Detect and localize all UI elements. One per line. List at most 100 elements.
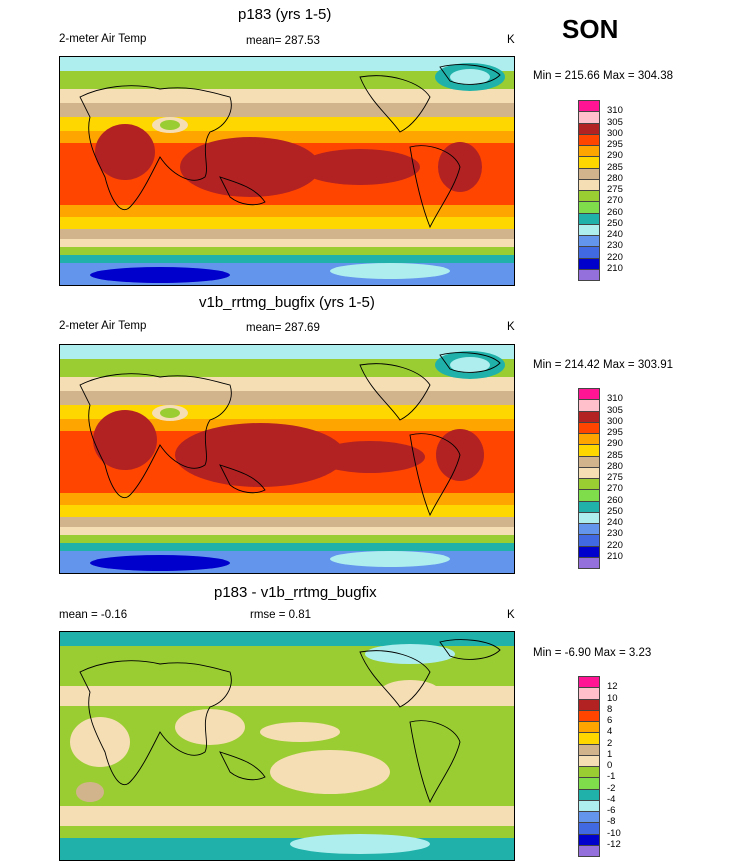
coast-north-america — [359, 363, 431, 421]
band-mid-north-2 — [60, 391, 514, 405]
band-southern-ocean — [60, 535, 514, 543]
band-arctic-diff — [60, 632, 514, 646]
band-mid-north — [60, 377, 514, 391]
panel3-mean: mean = -0.16 — [59, 609, 128, 621]
panel3-colorbar: 12 10 8 6 4 2 1 0 -1 -2 -4 -6 -8 -10 -12 — [578, 676, 698, 857]
panel2-variable: 2-meter Air Temp — [59, 320, 147, 332]
colorbar-tick-label: 10 — [607, 692, 618, 704]
panel1-map-svg — [60, 57, 514, 285]
colorbar-tick-label: 250 — [607, 505, 623, 517]
band-subtrop-south — [60, 217, 514, 229]
coastlines — [79, 64, 501, 229]
warm-pool-central — [315, 441, 425, 473]
colorbar-tick-label: 270 — [607, 483, 623, 495]
antarctic-west — [330, 551, 450, 567]
panel1-mean: mean= 287.53 — [246, 35, 320, 47]
colorbar-tick-label: 290 — [607, 150, 623, 162]
colorbar-tick-label: 240 — [607, 229, 623, 240]
diff-blob-5 — [380, 680, 440, 704]
colorbar-tick-label: 220 — [607, 539, 623, 551]
band-arctic — [60, 345, 514, 359]
colorbar-tick-label: 6 — [607, 715, 613, 726]
antarctic-cold-east — [90, 267, 230, 283]
band-southern-ocean — [60, 247, 514, 255]
panel1-title: p183 (yrs 1-5) — [238, 6, 332, 23]
greenland-core — [450, 69, 490, 85]
band-subtrop-diff — [60, 686, 514, 706]
panel2-minmax: Min = 214.42 Max = 303.91 — [533, 359, 674, 371]
colorbar-tick-label: 240 — [607, 517, 623, 528]
diff-blob-2 — [175, 709, 245, 745]
colorbar-tick-label: 4 — [607, 726, 613, 738]
colorbar-tick-label: 220 — [607, 251, 623, 263]
warm-pool-west — [175, 423, 345, 487]
panel2-mean: mean= 287.69 — [246, 322, 320, 334]
coast-north-america — [359, 75, 431, 133]
colorbar-tick-label: -1 — [607, 771, 616, 783]
colorbar-tick-label: 280 — [607, 460, 623, 472]
band-high-north — [60, 71, 514, 89]
colorbar-tick-label: 260 — [607, 494, 623, 506]
band-mid-south-2 — [60, 239, 514, 247]
colorbar-tick-label: -6 — [607, 805, 616, 816]
coast-south-america — [409, 433, 461, 517]
panel3-title: p183 - v1b_rrtmg_bugfix — [214, 584, 377, 601]
band-subtrop-south — [60, 505, 514, 517]
panel2-title: v1b_rrtmg_bugfix (yrs 1-5) — [199, 294, 375, 311]
greenland-core — [450, 357, 490, 373]
band-mid-south — [60, 517, 514, 527]
panel2-colorbar: 310 305 300 295 290 285 280 275 270 260 250 240 230 2… — [578, 388, 698, 569]
colorbar-tick-label: 310 — [607, 105, 623, 117]
colorbar-tick-label: 230 — [607, 528, 623, 540]
coast-greenland — [439, 639, 501, 660]
colorbar-tick-label: 275 — [607, 472, 623, 483]
antarctic-west — [330, 263, 450, 279]
warm-pool-central — [300, 149, 420, 185]
coast-eurasia-africa — [79, 373, 232, 498]
band-southern-ocean-diff — [60, 826, 514, 838]
coastlines — [79, 639, 501, 804]
warm-pool-west — [180, 137, 320, 197]
hot-africa — [95, 124, 155, 180]
panel3-map — [59, 631, 515, 861]
coast-south-america — [409, 145, 461, 229]
cool-plateau — [160, 120, 180, 130]
colorbar-swatch — [578, 844, 600, 857]
diff-blob-6 — [76, 782, 104, 802]
colorbar-tick-label: -12 — [607, 838, 621, 850]
band-mid-south-2 — [60, 527, 514, 535]
colorbar-swatch — [578, 268, 600, 281]
coast-greenland — [439, 64, 501, 85]
coast-australia — [219, 751, 266, 781]
antarctic-cold-east — [90, 555, 230, 571]
band-south-diff — [60, 806, 514, 826]
colorbar-tick-label: 285 — [607, 161, 623, 173]
panel2-map-svg — [60, 345, 514, 573]
cool-plateau — [160, 408, 180, 418]
colorbar-tick-label: -10 — [607, 827, 621, 839]
diff-arctic-cold — [365, 644, 455, 664]
panel1-variable: 2-meter Air Temp — [59, 33, 147, 45]
diff-blob-3 — [270, 750, 390, 794]
panel1-minmax: Min = 215.66 Max = 304.38 — [533, 70, 674, 82]
band-sea-ice — [60, 255, 514, 263]
panel1-units: K — [507, 34, 515, 46]
colorbar-tick-label: 2 — [607, 737, 613, 749]
panel2-units: K — [507, 321, 515, 333]
coast-australia — [219, 464, 266, 494]
coast-greenland — [439, 352, 501, 373]
colorbar-tick-label: 1 — [607, 748, 613, 760]
diff-antarctic-cold — [290, 834, 430, 854]
panel3-map-svg — [60, 632, 514, 860]
band-warm-north — [60, 131, 514, 143]
colorbar-tick-label: 12 — [607, 681, 618, 693]
panel1-colorbar: 310 305 300 295 290 285 280 275 270 260 250 240 230 2… — [578, 100, 698, 281]
colorbar-tick-label: 300 — [607, 127, 623, 139]
colorbar-tick-label: 290 — [607, 438, 623, 450]
hot-africa — [93, 410, 157, 470]
colorbar-tick-label: 210 — [607, 550, 623, 562]
colorbar-tick-label: 260 — [607, 206, 623, 218]
panel3-rmse: rmse = 0.81 — [250, 609, 312, 621]
colorbar-tick-label: 230 — [607, 240, 623, 252]
colorbar-tick-label: 295 — [607, 139, 623, 150]
